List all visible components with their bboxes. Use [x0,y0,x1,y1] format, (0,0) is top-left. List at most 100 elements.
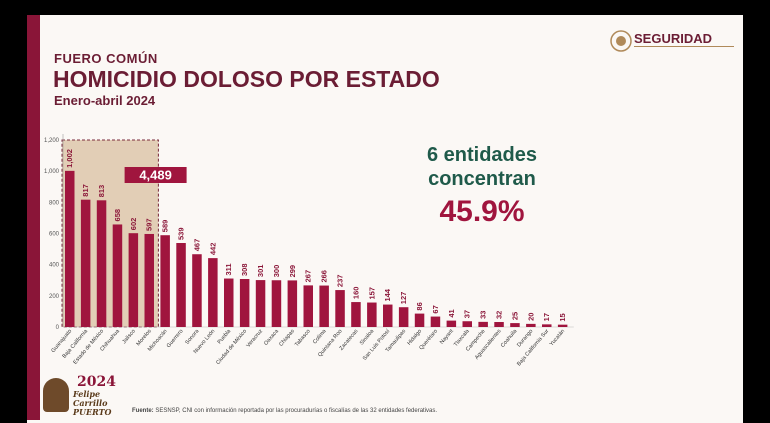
source-label: Fuente: [132,408,154,414]
left-accent-strip [27,15,40,420]
bar [112,224,123,327]
category-label: Tabasco [294,328,312,348]
bar-value-label: 127 [399,292,408,305]
bar [271,280,282,327]
bar-value-label: 299 [288,265,297,278]
bar-value-label: 15 [558,313,567,321]
anniversary-badge: 2024 Felipe Carrillo PUERTO [39,370,134,420]
bar-value-label: 37 [463,310,472,318]
y-tick-label: 400 [49,263,60,269]
bar-value-label: 41 [447,309,456,317]
bar [478,321,488,327]
bar-value-label: 308 [240,263,249,276]
badge-name: Felipe Carrillo PUERTO [73,390,134,417]
bar [351,302,361,327]
bar-value-label: 467 [192,239,201,252]
bar [319,285,329,327]
seguridad-logo: SEGURIDAD [610,28,735,58]
page-title: HOMICIDIO DOLOSO POR ESTADO [53,66,440,92]
bar [398,307,409,327]
bar-value-label: 144 [383,288,392,301]
bar-value-label: 17 [542,313,551,321]
bar [367,302,377,327]
y-tick-label: 1,200 [44,138,60,144]
bar [335,290,345,327]
y-tick-label: 800 [49,200,60,206]
bar-value-label: 33 [479,311,488,319]
bar [208,258,218,327]
bar [176,243,186,327]
bar [494,322,504,327]
bar [383,304,393,327]
bar-value-label: 539 [177,227,186,240]
category-label: Ciudad de México [215,328,248,366]
eagle-emblem-icon [610,30,632,52]
bar-value-label: 157 [367,287,376,300]
bar-value-label: 589 [161,220,170,233]
bar-value-label: 20 [526,313,535,321]
bar [224,278,234,327]
bar [160,235,170,327]
badge-year: 2024 [77,374,116,390]
bar [128,233,139,327]
bar-value-label: 266 [320,270,329,283]
bar [430,316,441,327]
bar [144,233,154,327]
bar-value-label: 813 [97,185,106,198]
bar [446,320,457,327]
bar-value-label: 658 [113,209,122,222]
bar-value-label: 267 [304,270,313,283]
category-label: Baja California Sur [516,328,550,367]
logo-underline [634,46,734,53]
period-text: Enero-abril 2024 [54,93,156,108]
source-note: Fuente: SESNSP, CNI con información repo… [132,408,437,414]
bar-value-label: 300 [272,265,281,278]
callout-line1: 6 entidades [426,144,538,166]
category-label: Guerrero [166,328,185,349]
y-tick-label: 0 [56,325,60,331]
y-tick-label: 600 [49,232,60,238]
bar-value-label: 311 [224,263,233,275]
bar [287,280,298,327]
slide: FUERO COMÚN HOMICIDIO DOLOSO POR ESTADO … [27,15,743,423]
callout: 6 entidades concentran 45.9% [412,143,552,229]
y-tick-label: 200 [49,294,60,300]
bar-value-label: 32 [495,311,504,319]
badge-name-line1: Felipe Carrillo [73,389,108,408]
bar [65,170,75,327]
badge-name-line2: PUERTO [73,407,112,417]
category-label: Veracruz [246,328,265,349]
bar-value-label: 86 [415,302,424,310]
bar-value-label: 25 [510,312,519,320]
bar [80,199,91,327]
bar-value-label: 67 [431,305,440,313]
callout-line2: concentran [428,168,536,190]
y-tick-label: 1,000 [44,169,60,175]
bar [542,324,552,327]
bar [192,254,202,327]
source-text: SESNSP, CNI con información reportada po… [155,408,438,414]
bar-value-label: 442 [208,243,217,256]
bar-value-label: 602 [129,218,138,231]
callout-percent: 45.9% [439,195,525,228]
bar [303,285,313,327]
logo-text: SEGURIDAD [634,31,713,46]
bar [414,313,425,327]
bar [255,280,266,327]
bar [462,321,472,327]
bar-value-label: 301 [256,265,265,278]
bar [96,200,107,327]
bar-chart: 02004006008001,0001,2001,002Guanajuato81… [44,134,574,367]
kicker-text: FUERO COMÚN [54,51,158,66]
bar-value-label: 237 [336,275,345,288]
category-label: Jalisco [121,328,136,345]
bar [510,323,520,327]
bar [526,323,536,327]
portrait-icon [43,378,69,412]
bar-value-label: 1,002 [65,149,74,168]
bar [557,324,568,327]
highlight-total-box [124,167,187,183]
category-label: Yucatán [549,328,566,347]
bar-value-label: 160 [351,287,360,300]
bar-value-label: 817 [81,184,90,197]
